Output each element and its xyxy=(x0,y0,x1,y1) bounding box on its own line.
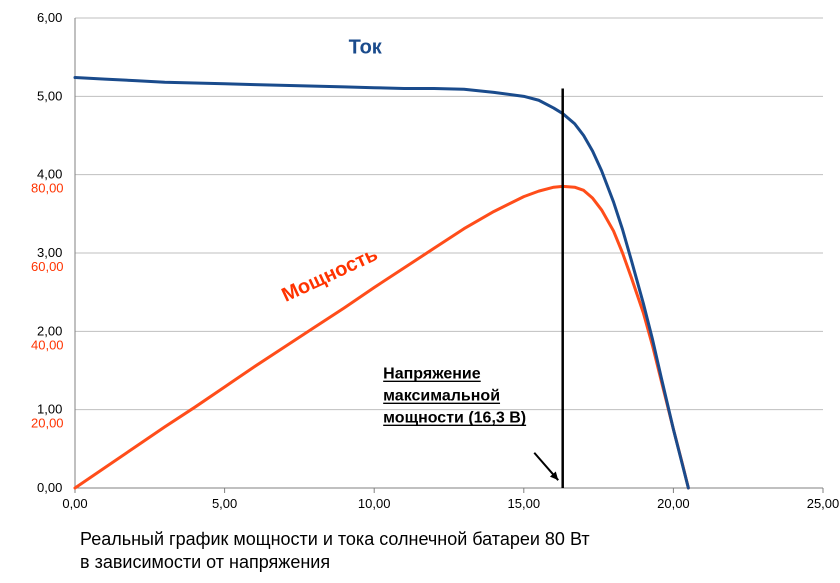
chart-caption: Реальный график мощности и тока солнечно… xyxy=(80,528,800,575)
y-tick-label: 3,00 xyxy=(37,245,62,260)
y2-tick-label: 20,00 xyxy=(31,416,64,431)
chart-svg: 0,00 1,00 2,00 3,00 4,00 5,00 6,00 20,00 40,00 60… xyxy=(0,0,840,583)
y2-tick-label: 40,00 xyxy=(31,337,64,352)
mpp-annotation-text: Напряжение xyxy=(383,365,481,382)
series-current-label: Ток xyxy=(349,36,383,58)
y2-tick-label: 60,00 xyxy=(31,259,64,274)
caption-line-2: в зависимости от напряжения xyxy=(80,552,330,572)
chart-container: 0,00 1,00 2,00 3,00 4,00 5,00 6,00 20,00 40,00 60… xyxy=(0,0,840,583)
y-tick-label: 2,00 xyxy=(37,323,62,338)
x-tick-label: 5,00 xyxy=(212,496,237,511)
y-tick-label: 6,00 xyxy=(37,10,62,25)
x-tick-label: 10,00 xyxy=(358,496,391,511)
caption-line-1: Реальный график мощности и тока солнечно… xyxy=(80,529,590,549)
y-tick-label: 4,00 xyxy=(37,167,62,182)
y-tick-label: 0,00 xyxy=(37,480,62,495)
series-power-line xyxy=(75,186,688,488)
x-tick-label: 20,00 xyxy=(657,496,690,511)
x-tick-label: 15,00 xyxy=(508,496,541,511)
mpp-annotation-text: мощности (16,3 В) xyxy=(383,409,526,426)
x-tick-label: 0,00 xyxy=(62,496,87,511)
y-tick-label: 1,00 xyxy=(37,402,62,417)
x-tick-label: 25,00 xyxy=(807,496,840,511)
y2-tick-label: 80,00 xyxy=(31,181,64,196)
y-tick-label: 5,00 xyxy=(37,88,62,103)
mpp-annotation-text: максимальной xyxy=(383,387,500,404)
